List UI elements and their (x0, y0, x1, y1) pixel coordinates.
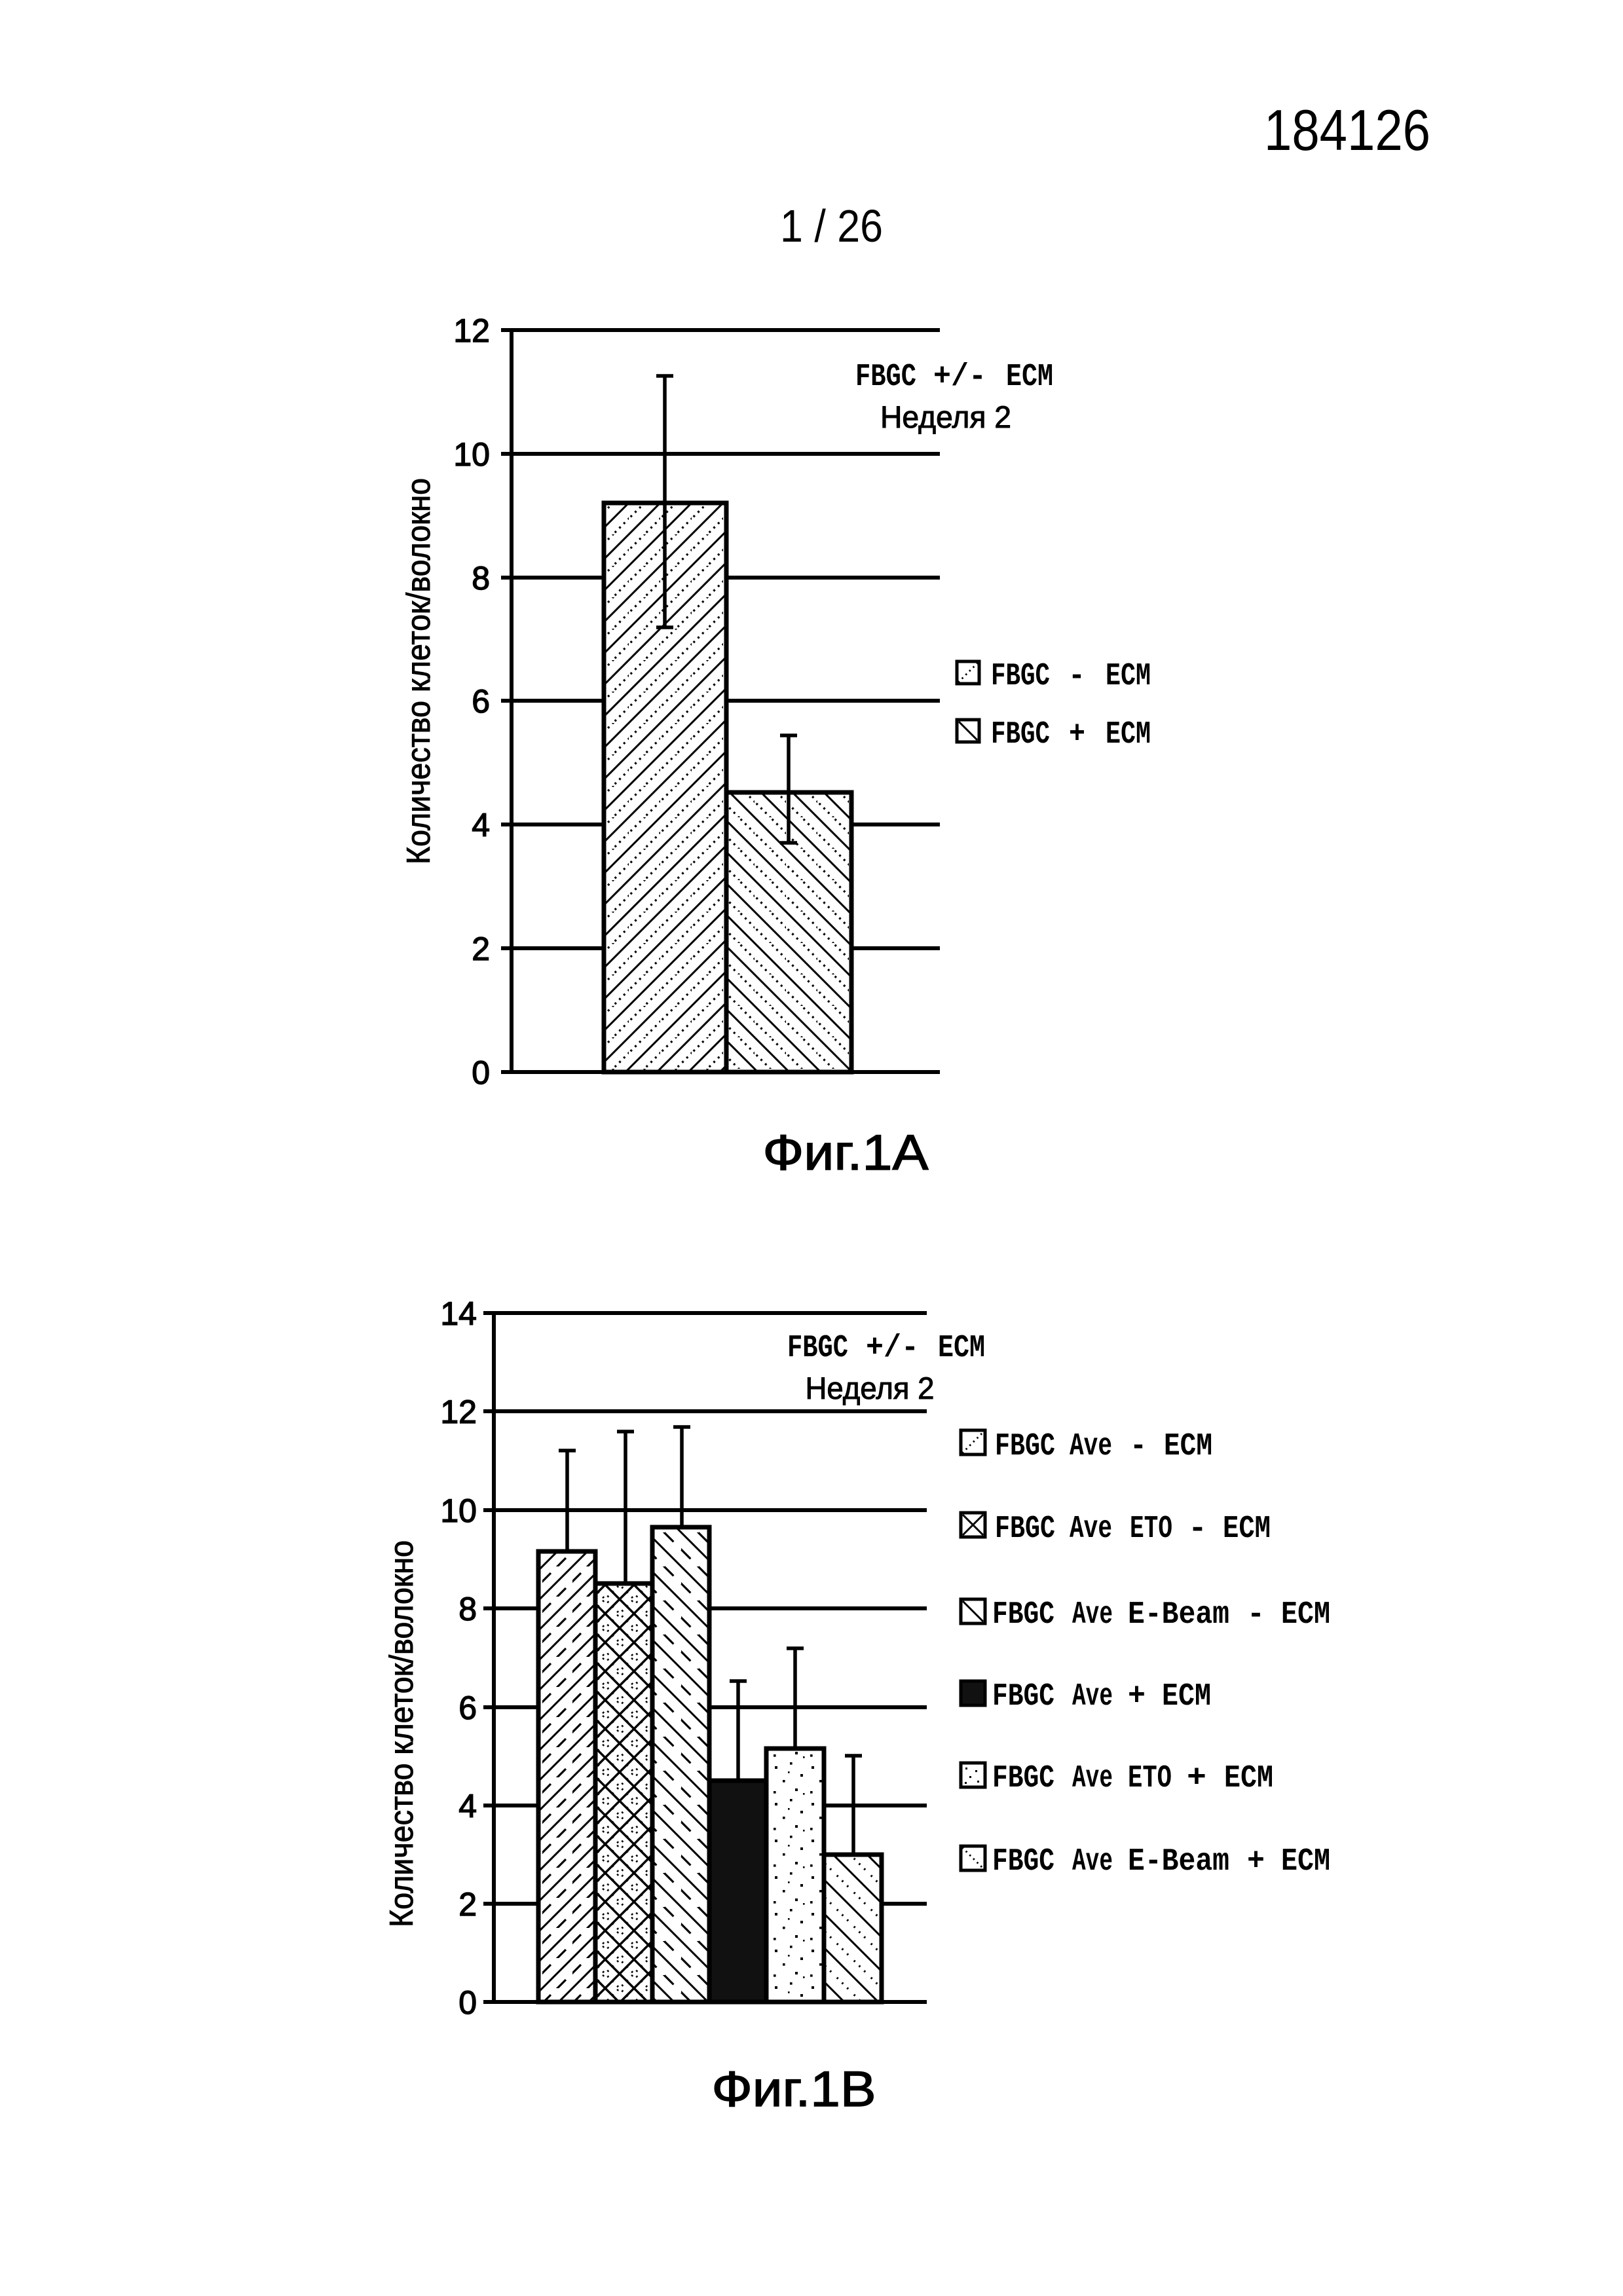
svg-text:Неделя 2: Неделя 2 (880, 399, 1011, 434)
svg-text:Ave: Ave (1072, 1844, 1113, 1879)
svg-text:+/-: +/- (933, 360, 986, 395)
svg-text:FBGC: FBGC (991, 717, 1050, 752)
svg-text:FBGC: FBGC (995, 1429, 1055, 1464)
svg-text:-: - (1188, 1511, 1207, 1547)
svg-text:FBGC: FBGC (855, 360, 916, 395)
svg-text:10: 10 (453, 436, 490, 473)
svg-text:4: 4 (458, 1788, 477, 1824)
svg-text:Количество клеток/волокно: Количество клеток/волокно (400, 478, 437, 864)
svg-text:FBGC: FBGC (995, 1511, 1055, 1547)
svg-text:Количество клеток/волокно: Количество клеток/волокно (383, 1540, 420, 1927)
svg-text:ECM: ECM (938, 1331, 985, 1366)
svg-text:1 / 26: 1 / 26 (780, 200, 883, 251)
svg-text:Фиг.1В: Фиг.1В (712, 2062, 876, 2117)
svg-text:Ave: Ave (1070, 1429, 1112, 1464)
svg-text:+: + (1247, 1844, 1265, 1879)
svg-text:+: + (1187, 1761, 1206, 1796)
svg-text:Фиг.1А: Фиг.1А (763, 1125, 929, 1181)
svg-text:Ave: Ave (1070, 1511, 1112, 1547)
svg-text:ETO: ETO (1130, 1511, 1172, 1547)
svg-text:ECM: ECM (1162, 1679, 1211, 1714)
svg-text:Ave: Ave (1072, 1679, 1113, 1714)
svg-text:-: - (1068, 659, 1085, 694)
svg-text:E-Beam: E-Beam (1128, 1844, 1229, 1879)
svg-text:+: + (1128, 1679, 1146, 1714)
svg-text:ETO: ETO (1128, 1761, 1172, 1796)
svg-text:ECM: ECM (1281, 1597, 1330, 1633)
svg-text:8: 8 (458, 1591, 477, 1627)
svg-text:FBGC: FBGC (992, 1679, 1054, 1714)
svg-text:ECM: ECM (1164, 1429, 1212, 1464)
svg-text:E-Beam: E-Beam (1128, 1597, 1229, 1633)
svg-text:-: - (1247, 1597, 1265, 1633)
svg-text:FBGC: FBGC (992, 1761, 1054, 1796)
svg-text:Ave: Ave (1072, 1761, 1113, 1796)
svg-text:0: 0 (458, 1984, 477, 2021)
svg-text:FBGC: FBGC (787, 1331, 848, 1366)
svg-text:ECM: ECM (1006, 360, 1053, 395)
svg-text:FBGC: FBGC (991, 659, 1050, 694)
svg-text:Неделя 2: Неделя 2 (806, 1371, 935, 1405)
svg-text:ECM: ECM (1281, 1844, 1330, 1879)
svg-text:14: 14 (440, 1295, 477, 1332)
svg-text:0: 0 (472, 1054, 490, 1091)
svg-text:4: 4 (472, 807, 490, 843)
svg-text:FBGC: FBGC (992, 1844, 1054, 1879)
svg-text:ECM: ECM (1106, 717, 1151, 752)
svg-text:8: 8 (472, 560, 490, 597)
svg-text:12: 12 (440, 1394, 477, 1430)
svg-text:FBGC: FBGC (992, 1597, 1054, 1633)
svg-text:ECM: ECM (1224, 1761, 1273, 1796)
svg-text:6: 6 (472, 683, 490, 720)
svg-text:Ave: Ave (1072, 1597, 1113, 1633)
svg-text:10: 10 (440, 1492, 477, 1529)
svg-text:2: 2 (472, 931, 490, 967)
svg-text:2: 2 (458, 1886, 477, 1923)
svg-text:6: 6 (458, 1690, 477, 1726)
svg-text:ECM: ECM (1223, 1511, 1271, 1547)
svg-text:-: - (1130, 1429, 1147, 1464)
svg-text:184126: 184126 (1264, 98, 1430, 162)
svg-text:+: + (1069, 717, 1085, 752)
svg-text:ECM: ECM (1106, 659, 1151, 694)
svg-text:+/-: +/- (866, 1331, 919, 1366)
svg-text:12: 12 (453, 312, 490, 349)
